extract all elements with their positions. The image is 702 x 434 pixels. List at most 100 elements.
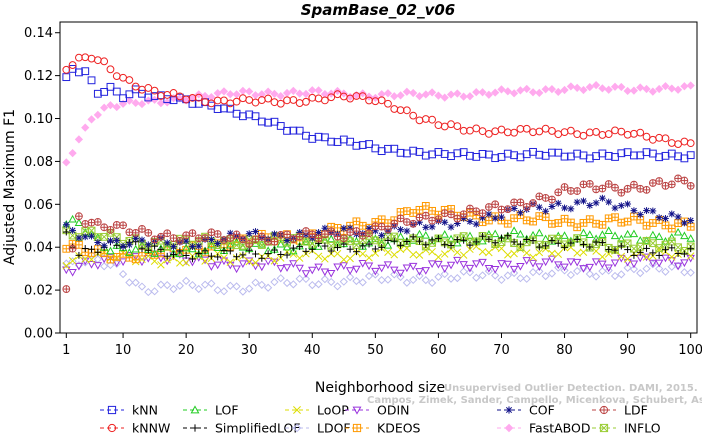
point-LDOF-96	[661, 267, 670, 276]
x-tick-label: 100	[678, 343, 702, 358]
point-SimplifiedLOF-33	[264, 250, 272, 258]
point-LoOP-67	[478, 247, 487, 256]
point-KDEOS-57	[415, 205, 424, 214]
point-LDOF-27	[226, 281, 235, 290]
point-LOF-19	[175, 249, 185, 258]
point-kNNW-8	[106, 65, 115, 74]
point-LDF-20	[182, 231, 191, 240]
point-kNNW-94	[648, 135, 657, 144]
point-kNNW-6	[93, 56, 102, 65]
point-LoOP-73	[516, 245, 525, 253]
point-FastABOD-95	[655, 84, 664, 94]
point-kNN-49	[365, 140, 373, 148]
point-LDF-82	[573, 187, 582, 195]
point-KDEOS-12	[131, 255, 140, 264]
point-kNNW-100	[686, 139, 695, 148]
point-ODIN-72	[509, 265, 519, 274]
point-KDEOS-74	[522, 216, 531, 225]
point-LDOF-71	[503, 271, 512, 280]
point-kNNW-10	[119, 73, 127, 82]
point-LOF-69	[490, 229, 500, 238]
point-FastABOD-97	[667, 84, 676, 93]
point-ODIN-63	[453, 256, 462, 265]
legend-swatch-marker	[190, 405, 200, 414]
point-FastABOD-29	[238, 86, 248, 95]
point-FastABOD-42	[320, 89, 329, 99]
point-kNNW-33	[264, 94, 273, 103]
point-COF-92	[636, 211, 644, 219]
point-COF-6	[94, 239, 102, 246]
point-LDOF-65	[465, 268, 475, 277]
point-LDOF-55	[402, 278, 411, 287]
point-kNN-82	[573, 149, 582, 158]
point-COF-24	[207, 236, 215, 243]
point-LOF-52	[383, 240, 393, 249]
point-LDF-39	[302, 227, 310, 235]
point-FastABOD-74	[522, 84, 531, 94]
point-LDOF-35	[276, 274, 285, 283]
point-FastABOD-66	[472, 88, 481, 97]
point-FastABOD-75	[528, 88, 538, 97]
point-LDOF-89	[617, 270, 626, 279]
point-ODIN-66	[472, 260, 481, 269]
point-kNN-34	[270, 117, 279, 126]
point-ODIN-67	[478, 258, 487, 267]
point-LDOF-17	[163, 280, 172, 290]
legend-item-FastABOD: FastABOD	[497, 421, 591, 434]
point-LDF-95	[655, 177, 664, 185]
point-FastABOD-59	[428, 88, 437, 97]
point-FastABOD-69	[491, 88, 500, 97]
point-kNN-90	[623, 148, 632, 157]
point-kNN-68	[484, 150, 493, 159]
point-LDF-91	[630, 180, 638, 189]
point-kNN-87	[604, 151, 613, 160]
point-ODIN-57	[415, 268, 424, 276]
point-kNNW-67	[478, 127, 487, 136]
point-LDF-72	[510, 198, 518, 207]
point-KDEOS-96	[661, 221, 670, 230]
point-INFLO-91	[630, 244, 638, 253]
point-FastABOD-92	[636, 83, 645, 92]
point-SimplifiedLOF-93	[643, 245, 650, 252]
x-tick-label: 80	[556, 343, 573, 358]
point-ODIN-65	[465, 264, 475, 273]
point-LDF-50	[371, 222, 380, 231]
point-SimplifiedLOF-20	[182, 252, 190, 259]
point-ODIN-36	[282, 264, 292, 272]
point-LDF-89	[617, 188, 626, 197]
point-LDOF-34	[270, 277, 279, 287]
point-LDOF-62	[446, 274, 456, 283]
point-INFLO-98	[674, 243, 682, 252]
point-kNNW-1	[62, 65, 71, 74]
point-LDF-85	[592, 185, 600, 194]
point-COF-94	[649, 207, 657, 215]
point-LDOF-2	[68, 257, 77, 266]
point-kNNW-48	[358, 92, 367, 101]
point-LDF-87	[604, 180, 613, 188]
point-LDOF-85	[591, 272, 601, 281]
point-LoOP-45	[340, 255, 348, 264]
legend-item-INFLO: INFLO	[592, 421, 661, 434]
point-ODIN-47	[352, 265, 361, 274]
point-KDEOS-48	[358, 221, 367, 230]
point-LDOF-88	[610, 271, 620, 281]
point-FastABOD-6	[93, 110, 102, 120]
point-kNNW-12	[131, 82, 140, 91]
point-kNNW-64	[459, 126, 468, 135]
point-LDOF-6	[93, 255, 102, 264]
point-FastABOD-27	[226, 90, 235, 99]
point-kNNW-7	[100, 57, 109, 66]
point-ODIN-61	[440, 265, 449, 273]
point-SimplifiedLOF-51	[378, 243, 386, 251]
point-COF-11	[125, 241, 133, 249]
point-COF-18	[170, 243, 177, 251]
point-LOF-39	[301, 237, 311, 245]
point-LDF-33	[264, 237, 273, 246]
point-LDOF-47	[352, 276, 361, 286]
point-ODIN-59	[427, 260, 437, 268]
point-kNN-10	[119, 94, 127, 103]
point-LDOF-43	[327, 277, 336, 287]
point-FastABOD-24	[207, 92, 216, 102]
point-FastABOD-72	[509, 89, 519, 98]
legend-swatch-marker	[107, 423, 117, 433]
